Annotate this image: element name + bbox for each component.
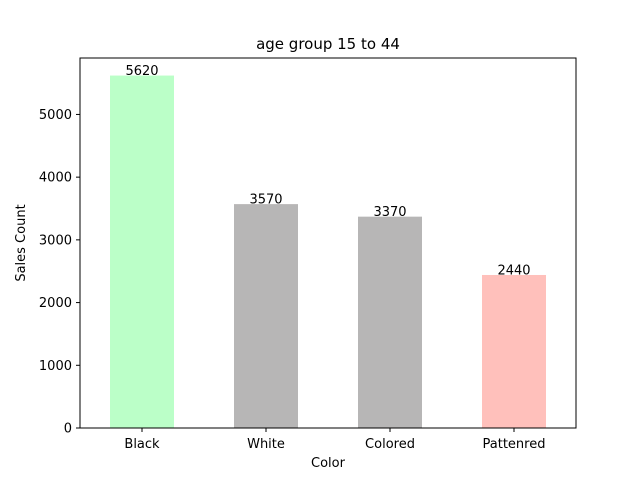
bar-colored: [358, 216, 422, 428]
chart-title: age group 15 to 44: [256, 35, 400, 53]
x-axis-label: Color: [311, 456, 346, 471]
bar-black: [110, 75, 174, 428]
x-tick-label-black: Black: [124, 437, 160, 452]
data-label-black: 5620: [125, 64, 158, 79]
x-tick-label-pattenred: Pattenred: [483, 437, 546, 452]
x-tick-label-white: White: [247, 437, 285, 452]
bar-white: [234, 204, 298, 428]
bar-pattenred: [482, 274, 546, 428]
y-tick-label: 3000: [39, 233, 72, 248]
y-tick-label: 2000: [39, 296, 72, 311]
y-tick-label: 5000: [39, 108, 72, 123]
data-label-white: 3570: [249, 193, 282, 208]
y-axis: 0 1000 2000 3000 4000 5000: [39, 108, 80, 437]
bars-layer: [110, 75, 546, 428]
data-label-pattenred: 2440: [497, 263, 530, 278]
y-axis-label: Sales Count: [14, 204, 29, 281]
y-tick-label: 4000: [39, 171, 72, 186]
y-tick-label: 0: [64, 422, 72, 437]
data-label-colored: 3370: [373, 205, 406, 220]
x-tick-label-colored: Colored: [365, 437, 415, 452]
y-tick-label: 1000: [39, 359, 72, 374]
data-labels-layer: 5620 3570 3370 2440: [125, 64, 530, 278]
x-axis: Black White Colored Pattenred: [124, 428, 545, 452]
plot-frame: [79, 57, 577, 429]
